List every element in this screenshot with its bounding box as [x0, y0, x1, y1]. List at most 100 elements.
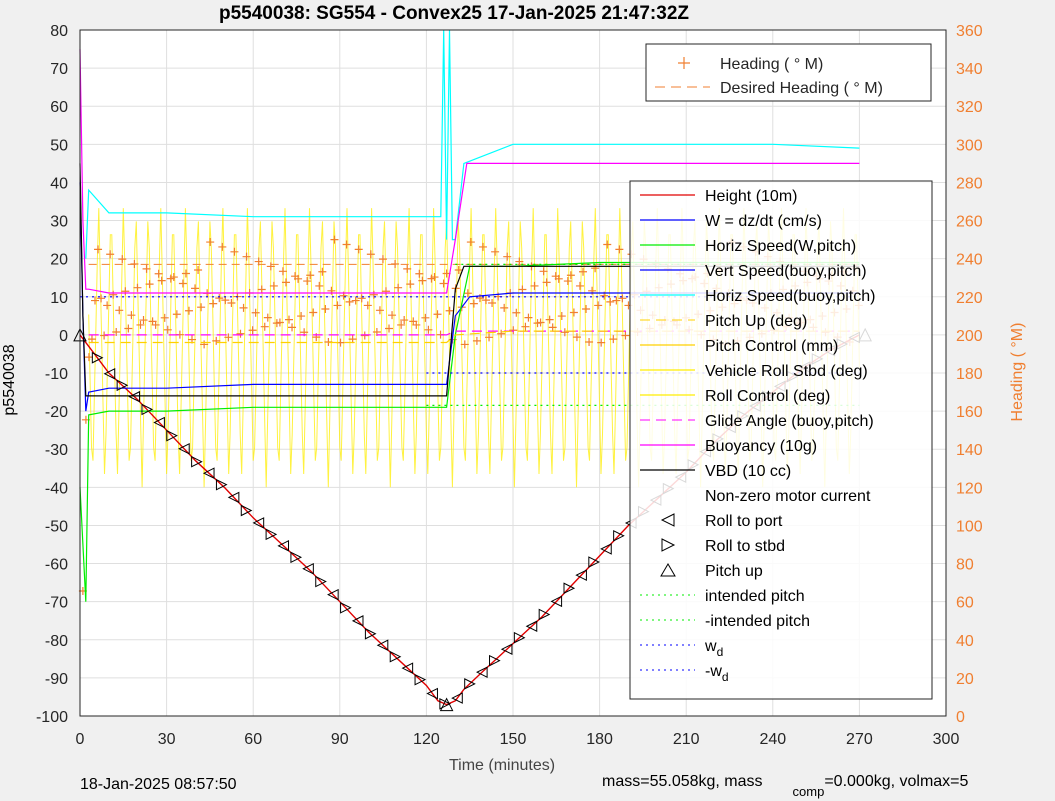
heading-point — [351, 296, 360, 305]
heading-point — [388, 311, 397, 320]
y-tick-label: -30 — [45, 442, 68, 459]
heading-point — [585, 337, 594, 346]
y-tick-label: 80 — [50, 23, 68, 40]
heading-point — [330, 235, 339, 244]
heading-point — [503, 252, 512, 261]
heading-point — [466, 238, 475, 247]
heading-point — [309, 308, 318, 317]
right-tick-label: 240 — [956, 252, 983, 269]
heading-point — [485, 333, 494, 342]
heading-point — [354, 245, 363, 254]
heading-point — [215, 294, 224, 303]
legend-main-label: Height (10m) — [705, 188, 797, 205]
heading-point — [618, 294, 627, 303]
x-tick-label: 60 — [244, 731, 262, 748]
heading-point — [224, 333, 233, 342]
heading-point — [363, 301, 372, 310]
heading-point — [275, 318, 284, 327]
roll-stbd-marker — [265, 528, 278, 541]
legend-main-label: Roll Control (deg) — [705, 388, 830, 405]
heading-point — [430, 273, 439, 282]
heading-point — [548, 323, 557, 332]
right-tick-label: 280 — [956, 175, 983, 192]
heading-point — [524, 313, 533, 322]
right-tick-label: 360 — [956, 23, 983, 40]
heading-point — [460, 340, 469, 349]
legend-main-label: VBD (10 cc) — [705, 463, 791, 480]
heading-point — [306, 271, 315, 280]
heading-point — [112, 328, 121, 337]
vbd-line — [79, 163, 860, 397]
right-tick-label: 120 — [956, 480, 983, 497]
heading-point — [591, 264, 600, 273]
heading-point — [345, 297, 354, 306]
roll-port-marker — [575, 569, 587, 581]
heading-point — [294, 274, 303, 283]
roll-port-marker — [376, 639, 389, 652]
y-tick-label: 10 — [50, 290, 68, 307]
heading-point — [200, 340, 209, 349]
roll-port-marker — [128, 390, 141, 403]
x-tick-label: 240 — [759, 731, 786, 748]
heading-point — [136, 320, 145, 329]
right-tick-label: 140 — [956, 442, 983, 459]
roll-stbd-marker — [290, 551, 303, 564]
heading-point — [415, 269, 424, 278]
heading-point — [421, 313, 430, 322]
legend-main-label: Pitch Control (mm) — [705, 338, 838, 355]
heading-point — [118, 255, 127, 264]
horiz_speed-line — [79, 261, 860, 602]
roll-stbd-marker — [464, 678, 476, 690]
heading-point — [369, 290, 378, 299]
heading-point — [612, 296, 621, 305]
legend-main-label: -intended pitch — [705, 613, 810, 630]
roll-port-marker — [252, 517, 265, 529]
roll-stbd-marker — [414, 673, 427, 686]
heading-point — [230, 247, 239, 256]
heading-point — [94, 245, 103, 254]
heading-point — [154, 269, 163, 278]
heading-point — [103, 301, 112, 310]
roll-port-marker — [277, 540, 290, 552]
heading-point — [433, 310, 442, 319]
heading-point — [251, 308, 260, 317]
roll-port-marker — [550, 595, 563, 608]
y-tick-label: 70 — [50, 61, 68, 78]
roll-stbd-marker — [513, 631, 526, 644]
heading-point — [439, 279, 448, 288]
heading-point — [366, 250, 375, 259]
heading-point — [566, 271, 575, 280]
y-tick-label: -100 — [36, 709, 68, 726]
legend-heading-box — [645, 43, 932, 102]
heading-point — [375, 306, 384, 315]
left-axis-ticks: 80 70 60 50 40 30 20 10 0 -10 -20 -30 -40 -50 -60 -70 -8… — [36, 23, 68, 726]
w-line — [79, 182, 860, 412]
y-axis-label: p5540038 — [1, 344, 18, 415]
heading-point — [333, 301, 342, 310]
heading-point — [127, 311, 136, 320]
heading-point — [512, 308, 521, 317]
footer-mass-info: mass=55.058kg, mass comp=0.000kg, volmax=… — [602, 773, 969, 799]
y-tick-label: -40 — [45, 480, 68, 497]
roll-port-marker — [451, 692, 463, 704]
roll-stbd-marker — [166, 429, 178, 442]
x-axis-ticks: 0 30 60 90 120 150 180 210 240 270 300 — [76, 731, 960, 748]
heading-point — [315, 281, 324, 290]
heading-point — [463, 289, 472, 298]
heading-point — [263, 313, 272, 322]
legend-heading: Heading ( ° M) Desired Heading ( ° M) — [645, 43, 932, 102]
right-tick-label: 340 — [956, 61, 983, 78]
heading-point — [603, 240, 612, 249]
buoyancy-line — [79, 49, 860, 294]
heading-point — [318, 267, 327, 276]
legend-main-label: Glide Angle (buoy,pitch) — [705, 413, 874, 430]
legend-subscript: d — [722, 670, 729, 684]
roll-port-marker — [500, 643, 513, 656]
roll-port-marker — [202, 467, 215, 480]
legend-main-label: Non-zero motor current — [705, 488, 871, 505]
x-tick-label: 270 — [846, 731, 873, 748]
heading-point — [469, 299, 478, 308]
heading-point — [163, 325, 172, 334]
heading-point — [530, 281, 539, 290]
heading-point — [497, 329, 506, 338]
